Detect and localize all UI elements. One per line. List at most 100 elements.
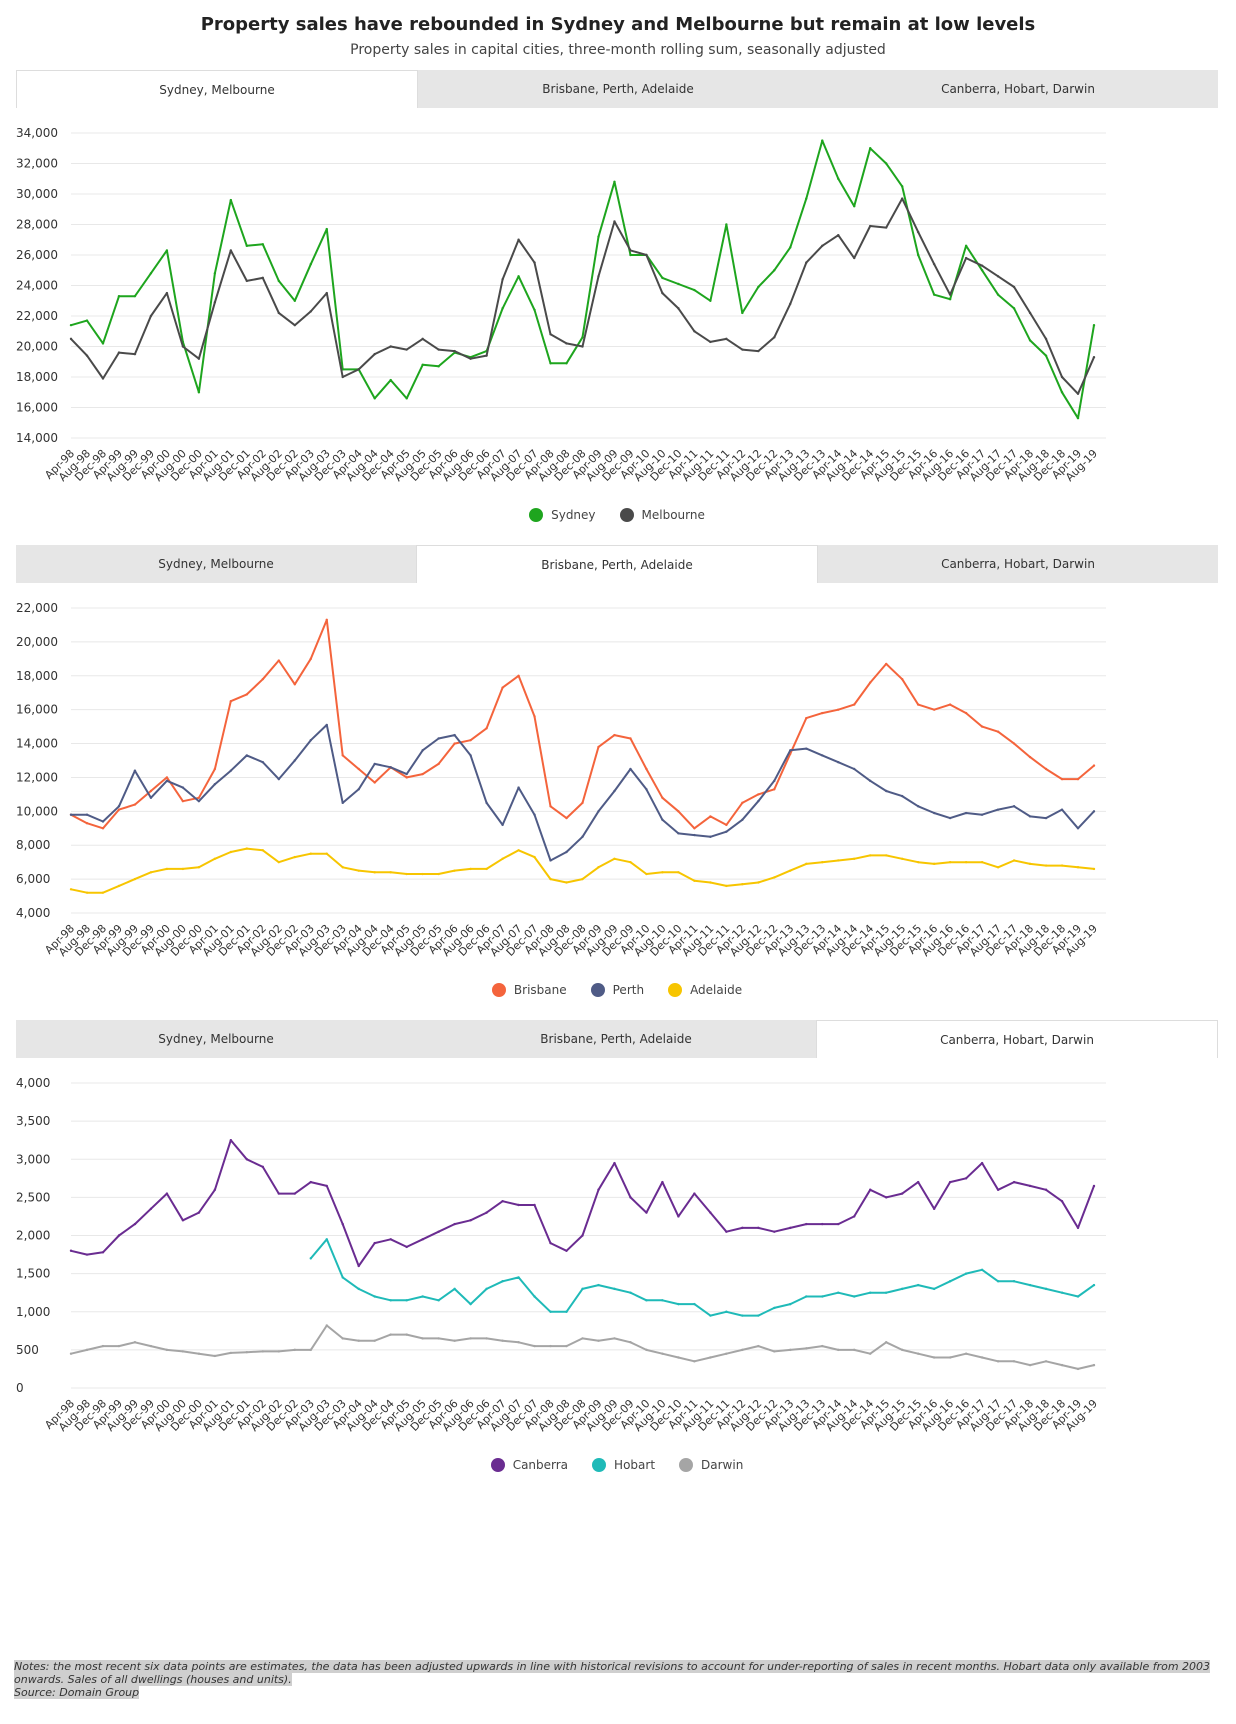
data-point — [517, 1341, 520, 1344]
legend-item-canberra[interactable]: Canberra — [490, 1458, 568, 1472]
data-point — [932, 862, 936, 866]
data-point — [869, 681, 872, 684]
data-point — [197, 357, 201, 360]
tab-sydney-melbourne[interactable]: Sydney, Melbourne — [16, 545, 416, 583]
data-point — [405, 772, 408, 776]
legend-item-perth[interactable]: Perth — [590, 983, 645, 997]
tab-brisbane-perth-adelaide[interactable]: Brisbane, Perth, Adelaide — [416, 1020, 816, 1058]
data-point — [85, 1253, 89, 1256]
data-point — [725, 1230, 728, 1233]
data-point — [932, 811, 936, 815]
data-point — [900, 1348, 904, 1352]
tab-canberra-hobart-darwin[interactable]: Canberra, Hobart, Darwin — [818, 70, 1218, 108]
data-point — [181, 1219, 185, 1222]
data-point — [900, 794, 904, 798]
legend-item-darwin[interactable]: Darwin — [679, 1458, 743, 1472]
data-point — [165, 1348, 169, 1352]
data-point — [964, 1352, 968, 1355]
tab-sydney-melbourne[interactable]: Sydney, Melbourne — [16, 70, 418, 108]
data-point — [469, 754, 472, 757]
y-tick-label: 2,500 — [16, 1190, 50, 1204]
data-point — [661, 291, 664, 295]
legend-marker — [619, 508, 634, 522]
data-point — [980, 1161, 984, 1165]
data-point — [789, 302, 792, 305]
data-point — [885, 162, 888, 165]
legend-item-adelaide[interactable]: Adelaide — [668, 983, 742, 997]
data-point — [293, 855, 296, 859]
data-point — [613, 1161, 616, 1165]
data-point — [549, 877, 552, 881]
tab-canberra-hobart-darwin[interactable]: Canberra, Hobart, Darwin — [818, 545, 1218, 583]
data-point — [613, 857, 616, 860]
data-point — [309, 657, 312, 661]
data-point — [837, 233, 840, 237]
data-point — [916, 253, 920, 257]
data-point — [469, 867, 472, 871]
data-point — [229, 1138, 233, 1142]
data-point — [805, 197, 808, 200]
y-tick-label: 3,500 — [16, 1114, 50, 1128]
notes-text: Notes: the most recent six data points a… — [14, 1660, 1211, 1686]
data-point — [341, 1222, 344, 1226]
data-point — [501, 823, 504, 827]
data-point — [629, 253, 632, 257]
data-point — [133, 877, 137, 881]
data-point — [533, 855, 536, 859]
tab-brisbane-perth-adelaide[interactable]: Brisbane, Perth, Adelaide — [418, 70, 818, 108]
data-point — [1060, 375, 1064, 379]
data-point — [485, 867, 488, 871]
data-point — [837, 1222, 840, 1226]
data-point — [293, 1348, 296, 1352]
data-point — [757, 285, 760, 289]
data-point — [149, 871, 153, 874]
data-point — [565, 881, 568, 884]
data-point — [501, 1199, 504, 1203]
data-point — [725, 884, 728, 888]
data-point — [1044, 816, 1048, 820]
data-point — [421, 872, 424, 876]
data-point — [821, 1222, 824, 1226]
data-point — [725, 223, 728, 226]
data-point — [245, 847, 249, 850]
data-point — [741, 818, 744, 822]
data-point — [773, 788, 776, 791]
legend-label: Perth — [612, 983, 645, 997]
data-point — [677, 871, 680, 874]
legend-item-sydney[interactable]: Sydney — [529, 508, 596, 522]
data-point — [613, 789, 616, 793]
tab-brisbane-perth-adelaide[interactable]: Brisbane, Perth, Adelaide — [416, 545, 818, 583]
data-point — [213, 783, 217, 786]
data-point — [85, 319, 89, 322]
data-point — [261, 677, 265, 681]
data-point — [549, 1344, 552, 1348]
data-point — [245, 693, 249, 696]
data-point — [900, 197, 904, 200]
legend: Sydney Melbourne — [16, 508, 1218, 522]
data-point — [741, 882, 744, 886]
data-point — [389, 871, 392, 874]
data-point — [437, 1230, 440, 1233]
data-point — [1044, 354, 1048, 357]
data-point — [773, 336, 776, 339]
data-point — [581, 835, 584, 838]
data-point — [757, 799, 760, 803]
data-point — [165, 1192, 169, 1195]
tab-canberra-hobart-darwin[interactable]: Canberra, Hobart, Darwin — [816, 1020, 1218, 1058]
legend-item-melbourne[interactable]: Melbourne — [619, 508, 705, 522]
data-point — [773, 1230, 776, 1233]
data-point — [325, 618, 328, 622]
data-point — [964, 244, 968, 248]
data-point — [1044, 1287, 1048, 1291]
data-point — [485, 1337, 488, 1340]
legend-item-brisbane[interactable]: Brisbane — [491, 983, 567, 997]
data-point — [837, 760, 840, 764]
legend-item-hobart[interactable]: Hobart — [592, 1458, 655, 1472]
data-point — [964, 1177, 968, 1180]
data-point — [693, 1302, 696, 1306]
tab-sydney-melbourne[interactable]: Sydney, Melbourne — [16, 1020, 416, 1058]
y-tick-label: 14,000 — [16, 737, 58, 751]
data-point — [1028, 1184, 1032, 1188]
data-point — [597, 1188, 600, 1191]
data-point — [693, 1360, 696, 1363]
